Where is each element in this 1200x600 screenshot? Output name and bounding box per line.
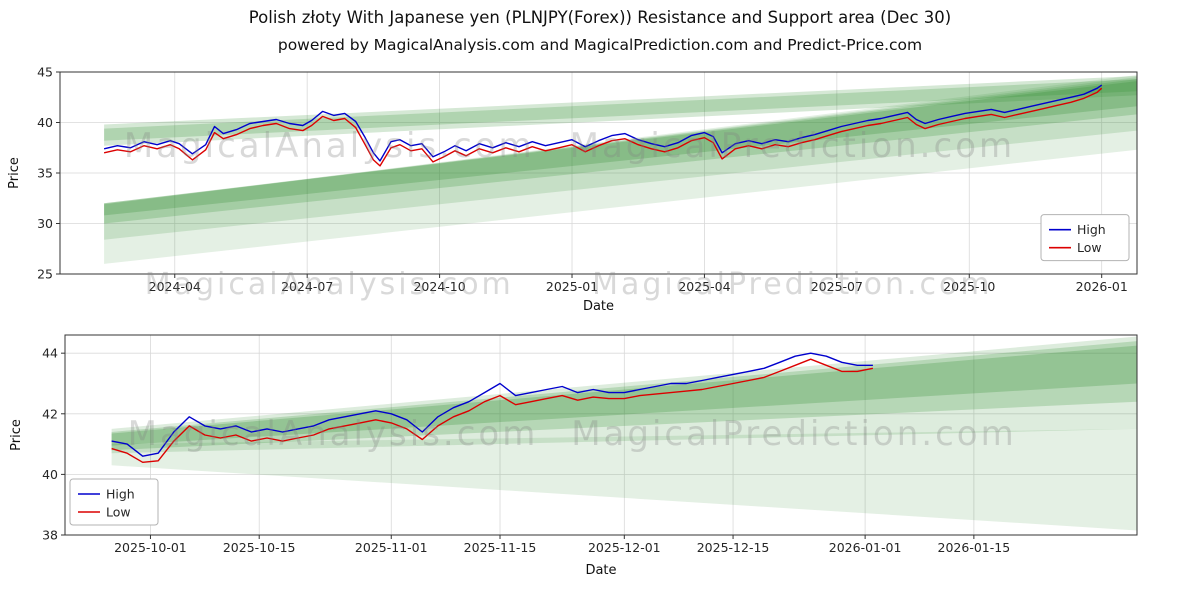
- y-axis-label: Price: [9, 419, 24, 451]
- y-tick-label: 44: [42, 346, 58, 361]
- x-tick-label: 2026-01-01: [829, 540, 902, 555]
- support-resistance-band: [111, 341, 1137, 451]
- legend-box: [1040, 214, 1130, 262]
- chart-subtitle: powered by MagicalAnalysis.com and Magic…: [277, 36, 923, 54]
- x-tick-label: 2025-01: [546, 279, 598, 294]
- high-line: [103, 84, 1103, 162]
- support-resistance-band: [111, 345, 1137, 446]
- x-tick-label: 2025-07: [811, 279, 863, 294]
- y-axis-label: Price: [7, 157, 22, 189]
- x-tick-label: 2025-11-01: [355, 540, 428, 555]
- support-resistance-band: [104, 76, 1137, 146]
- y-tick-label: 40: [37, 115, 53, 130]
- x-tick-label: 2025-10: [943, 279, 995, 294]
- x-tick-label: 2025-10-01: [114, 540, 187, 555]
- x-tick-label: 2025-10-15: [223, 540, 296, 555]
- watermark: MagicalAnalysis.com: [145, 267, 514, 302]
- high-line: [111, 352, 873, 457]
- price-chart-bottom: 38 40 42 44 2025-10-01 2025-10-15 2025-11-01 20…: [9, 334, 1138, 578]
- legend-box: [69, 478, 159, 526]
- watermark: MagicalPrediction.com: [592, 267, 993, 302]
- y-tick-label: 30: [37, 216, 53, 231]
- x-axis-label: Date: [585, 563, 616, 578]
- low-line: [103, 87, 1103, 167]
- watermark: MagicalAnalysis.com: [128, 414, 539, 454]
- legend: High Low: [1040, 214, 1130, 262]
- plot-border: [64, 334, 1138, 536]
- legend-label: High: [106, 487, 135, 502]
- x-tick-label: 2025-11-15: [464, 540, 537, 555]
- x-tick-label: 2025-04: [678, 279, 730, 294]
- x-tick-label: 2026-01: [1076, 279, 1128, 294]
- legend-label: Low: [106, 505, 131, 520]
- legend-label: High: [1077, 222, 1106, 237]
- x-axis-label: Date: [583, 299, 614, 314]
- support-resistance-band: [104, 75, 1137, 264]
- y-tick-label: 40: [42, 467, 58, 482]
- support-resistance-band: [104, 79, 1137, 141]
- price-chart-top: 25 30 35 40 45 2024-04 2024-07 2024-10 2025-01 20…: [7, 65, 1138, 314]
- support-resistance-band: [111, 336, 1137, 454]
- x-tick-label: 2024-10: [413, 279, 465, 294]
- low-line: [111, 358, 874, 463]
- watermark: MagicalPrediction.com: [570, 126, 1016, 166]
- support-resistance-band: [104, 79, 1137, 224]
- support-resistance-band: [111, 428, 1137, 531]
- y-tick-label: 25: [37, 267, 53, 282]
- y-tick-label: 38: [42, 528, 58, 543]
- watermark: MagicalAnalysis.com: [124, 126, 535, 166]
- support-resistance-band: [104, 81, 1137, 216]
- x-tick-label: 2025-12-15: [697, 540, 770, 555]
- x-tick-label: 2026-01-15: [938, 540, 1011, 555]
- x-tick-label: 2025-12-01: [588, 540, 661, 555]
- x-tick-label: 2024-04: [149, 279, 201, 294]
- y-tick-label: 45: [37, 65, 53, 80]
- watermark: MagicalPrediction.com: [571, 414, 1017, 454]
- chart-title: Polish złoty With Japanese yen (PLNJPY(F…: [248, 8, 952, 27]
- y-tick-label: 35: [37, 166, 53, 181]
- y-tick-label: 42: [42, 406, 58, 421]
- legend-label: Low: [1077, 240, 1102, 255]
- support-resistance-band: [104, 77, 1137, 240]
- x-tick-label: 2024-07: [281, 279, 333, 294]
- legend: High Low: [69, 478, 159, 526]
